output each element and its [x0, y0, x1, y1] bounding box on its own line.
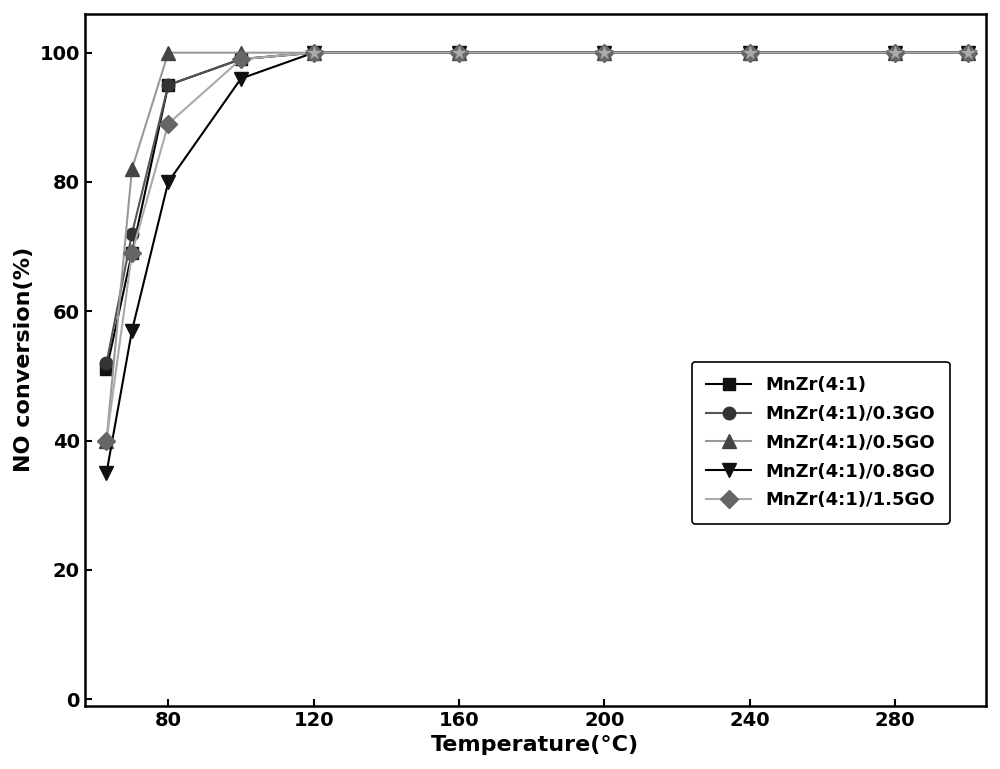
Line: MnZr(4:1)/0.8GO: MnZr(4:1)/0.8GO [100, 45, 975, 480]
MnZr(4:1)/1.5GO [100, 436, 112, 445]
MnZr(4:1)/0.3GO [453, 48, 465, 58]
MnZr(4:1)/1.5GO [453, 48, 465, 58]
MnZr(4:1)/0.5GO [744, 48, 756, 58]
Line: MnZr(4:1)/1.5GO: MnZr(4:1)/1.5GO [100, 46, 974, 447]
Line: MnZr(4:1): MnZr(4:1) [100, 46, 974, 376]
MnZr(4:1)/0.8GO [100, 468, 112, 478]
MnZr(4:1)/1.5GO [235, 55, 247, 64]
MnZr(4:1)/0.8GO [162, 178, 174, 187]
MnZr(4:1)/0.8GO [308, 48, 320, 58]
Legend: MnZr(4:1), MnZr(4:1)/0.3GO, MnZr(4:1)/0.5GO, MnZr(4:1)/0.8GO, MnZr(4:1)/1.5GO: MnZr(4:1), MnZr(4:1)/0.3GO, MnZr(4:1)/0.… [692, 361, 950, 524]
Line: MnZr(4:1)/0.3GO: MnZr(4:1)/0.3GO [100, 46, 974, 369]
MnZr(4:1)/0.8GO [962, 48, 974, 58]
Line: MnZr(4:1)/0.5GO: MnZr(4:1)/0.5GO [100, 45, 975, 448]
MnZr(4:1) [889, 48, 901, 58]
MnZr(4:1)/1.5GO [889, 48, 901, 58]
MnZr(4:1)/0.3GO [598, 48, 610, 58]
MnZr(4:1)/0.3GO [235, 55, 247, 64]
MnZr(4:1)/0.3GO [162, 81, 174, 90]
MnZr(4:1) [308, 48, 320, 58]
Y-axis label: NO conversion(%): NO conversion(%) [14, 247, 34, 472]
MnZr(4:1)/0.5GO [889, 48, 901, 58]
MnZr(4:1) [453, 48, 465, 58]
MnZr(4:1)/0.5GO [162, 48, 174, 58]
MnZr(4:1)/1.5GO [744, 48, 756, 58]
MnZr(4:1)/0.8GO [235, 74, 247, 83]
MnZr(4:1) [598, 48, 610, 58]
MnZr(4:1) [100, 365, 112, 374]
MnZr(4:1)/1.5GO [308, 48, 320, 58]
MnZr(4:1)/0.5GO [598, 48, 610, 58]
MnZr(4:1)/0.3GO [889, 48, 901, 58]
MnZr(4:1)/0.5GO [100, 436, 112, 445]
MnZr(4:1)/1.5GO [598, 48, 610, 58]
MnZr(4:1)/0.5GO [308, 48, 320, 58]
MnZr(4:1)/0.8GO [126, 326, 138, 335]
MnZr(4:1)/0.5GO [962, 48, 974, 58]
MnZr(4:1)/0.3GO [744, 48, 756, 58]
MnZr(4:1)/0.5GO [235, 48, 247, 58]
MnZr(4:1)/0.3GO [100, 358, 112, 368]
MnZr(4:1)/1.5GO [962, 48, 974, 58]
MnZr(4:1)/0.8GO [598, 48, 610, 58]
MnZr(4:1)/0.8GO [889, 48, 901, 58]
MnZr(4:1)/0.5GO [126, 165, 138, 174]
MnZr(4:1)/0.3GO [126, 229, 138, 238]
MnZr(4:1)/1.5GO [126, 248, 138, 258]
MnZr(4:1)/0.3GO [308, 48, 320, 58]
MnZr(4:1)/0.8GO [744, 48, 756, 58]
MnZr(4:1)/0.3GO [962, 48, 974, 58]
MnZr(4:1) [162, 81, 174, 90]
MnZr(4:1)/1.5GO [162, 119, 174, 128]
X-axis label: Temperature(°C): Temperature(°C) [431, 735, 639, 755]
MnZr(4:1)/0.8GO [453, 48, 465, 58]
MnZr(4:1) [126, 248, 138, 258]
MnZr(4:1)/0.5GO [453, 48, 465, 58]
MnZr(4:1) [235, 55, 247, 64]
MnZr(4:1) [962, 48, 974, 58]
MnZr(4:1) [744, 48, 756, 58]
